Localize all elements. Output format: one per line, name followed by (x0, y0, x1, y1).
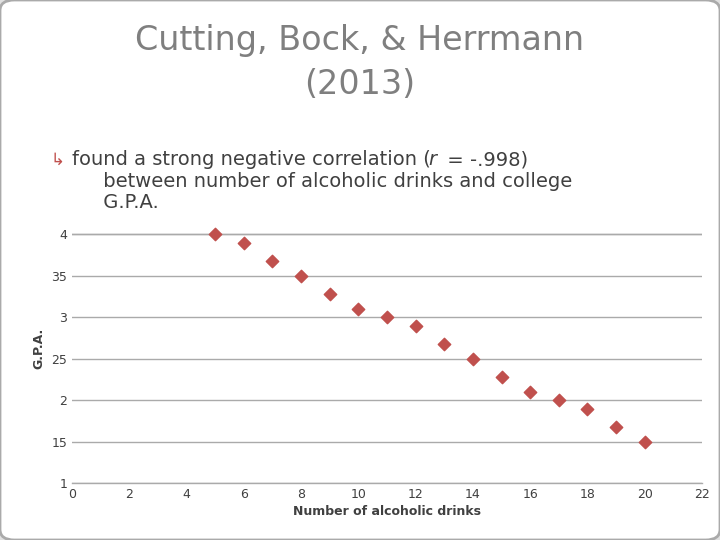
Point (324, 289, 336, 298)
Point (553, 396, 564, 404)
Point (382, 313, 393, 321)
Point (438, 340, 450, 348)
Point (295, 271, 307, 280)
Text: Cutting, Bock, & Herrmann: Cutting, Bock, & Herrmann (135, 24, 585, 57)
Text: ↳: ↳ (50, 151, 64, 169)
Point (410, 322, 421, 330)
Text: between number of alcoholic drinks and college: between number of alcoholic drinks and c… (72, 172, 572, 191)
Point (353, 305, 364, 313)
Point (611, 422, 622, 431)
Point (524, 388, 536, 396)
Point (582, 404, 593, 413)
Point (496, 373, 508, 381)
Point (238, 239, 250, 247)
Point (467, 354, 479, 363)
Point (210, 230, 221, 238)
Text: r: r (428, 150, 436, 169)
X-axis label: Number of alcoholic drinks: Number of alcoholic drinks (293, 505, 481, 518)
Point (639, 437, 650, 446)
Text: (2013): (2013) (305, 68, 415, 100)
Y-axis label: G.P.A.: G.P.A. (32, 328, 45, 369)
Text: = -.998): = -.998) (441, 150, 528, 169)
Text: G.P.A.: G.P.A. (72, 193, 158, 212)
Text: found a strong negative correlation (: found a strong negative correlation ( (72, 150, 431, 169)
Point (266, 257, 278, 266)
